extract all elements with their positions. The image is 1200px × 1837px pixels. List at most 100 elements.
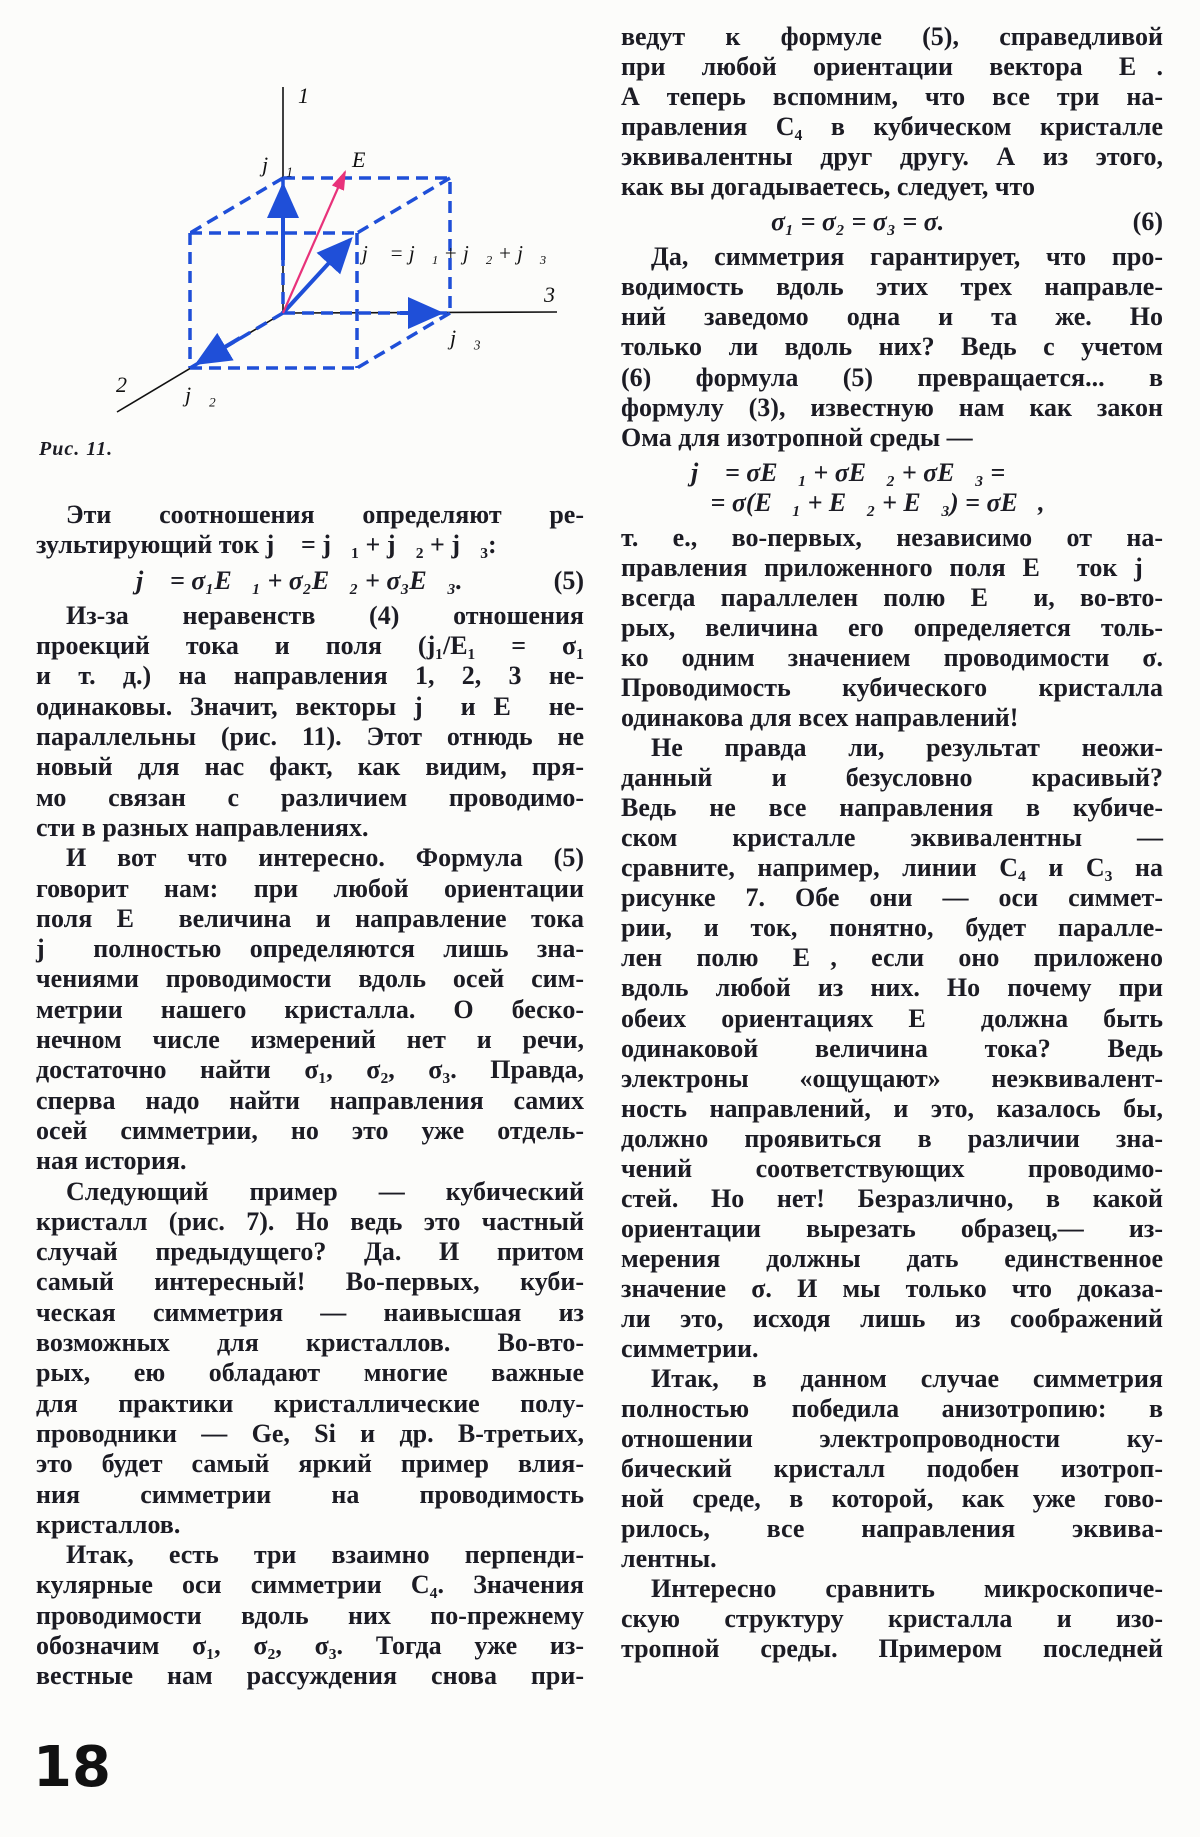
- formula-line: = σ(E⃗₁ + E⃗₂ + E⃗₃) = σE⃗,: [691, 487, 1045, 517]
- text-line: мерения должны дать единственное: [621, 1243, 1163, 1273]
- text-line: симметрии.: [621, 1334, 759, 1364]
- text-line: обозначим σ₁, σ₂, σ₃. Тогда уже из-: [36, 1630, 584, 1660]
- text-line: кристаллов.: [36, 1509, 181, 1539]
- left-column: Эти соотношения определяют ре-зультирующ…: [36, 500, 584, 1692]
- formula: σ₁ = σ₂ = σ₃ = σ. (6): [621, 207, 1163, 237]
- text-line: ведут к формуле (5), справедливой: [621, 22, 1163, 51]
- paragraph: т. е., во-первых, независимо от на-правл…: [621, 523, 1163, 733]
- text-line: чений соответствующих проводимо-: [621, 1153, 1163, 1183]
- text-line: рых, ею обладают многие важные: [36, 1358, 584, 1388]
- paragraph: Интересно сравнить микроскопиче-скую стр…: [621, 1574, 1163, 1664]
- text-line: электроны «ощущают» неэквивалент-: [621, 1063, 1163, 1093]
- text-line: j⃗ полностью определяются лишь зна-: [36, 934, 584, 964]
- text-line: ния симметрии на проводимость: [36, 1479, 584, 1509]
- text-line: правления приложенного поля E⃗ ток j⃗: [621, 552, 1163, 582]
- text-line: скую структуру кристалла и изо-: [621, 1604, 1163, 1634]
- text-line: Итак, в данном случае симметрия: [651, 1364, 1163, 1394]
- text-line: лентны.: [621, 1544, 717, 1574]
- text-line: говорит нам: при любой ориентации: [36, 873, 584, 903]
- paragraph: Да, симметрия гарантирует, что про-водим…: [621, 242, 1163, 452]
- paragraph: Эти соотношения определяют ре-зультирующ…: [36, 500, 584, 561]
- text-line: всегда параллелен полю E⃗ и, во-вто-: [621, 582, 1163, 612]
- text-line: и т. д.) на направления 1, 2, 3 не-: [36, 661, 584, 691]
- label-j2: j⃗₂: [182, 382, 216, 407]
- text-line: формулу (3), известную нам как закон: [621, 392, 1163, 422]
- text-line: данный и безусловно красивый?: [621, 763, 1163, 793]
- text-line: правления C₄ в кубическом кристалле: [621, 112, 1163, 142]
- paragraph: Из-за неравенств (4) отношения проекций т…: [36, 601, 584, 843]
- text-line: достаточно найти σ₁, σ₂, σ₃. Правда,: [36, 1055, 584, 1085]
- text-line: Ведь не все направления в кубиче-: [621, 793, 1163, 823]
- figure-caption: Рис. 11.: [39, 438, 114, 460]
- figure-11-cube-diagram: 1 3 2 E⃗ j⃗₁ j⃗₃ j⃗₂ j⃗ = j⃗₁ + j⃗₂ + j⃗…: [116, 83, 558, 413]
- vector-j: [281, 237, 353, 315]
- label-axis-2: 2: [116, 372, 127, 397]
- text-line: как вы догадываетесь, следует, что: [621, 172, 1035, 202]
- label-E: E⃗: [351, 147, 383, 172]
- text-line: кристалл (рис. 7). Но ведь это частный: [36, 1206, 584, 1236]
- text-line: одинаковы. Значит, векторы j⃗ и E⃗ не-: [36, 691, 584, 721]
- text-line: проводники — Ge, Si и др. В-третьих,: [36, 1418, 584, 1448]
- text-line: метрии нашего кристалла. О беско-: [36, 994, 584, 1024]
- paragraph: Следующий пример — кубический кристалл (р…: [36, 1177, 584, 1541]
- vector-j2: [194, 332, 242, 366]
- text-line: параллельны (рис. 11). Этот отнюдь не: [36, 722, 584, 752]
- text-line: Проводимость кубического кристалла: [621, 672, 1163, 702]
- text-line: случай предыдущего? Да. И притом: [36, 1237, 584, 1267]
- text-line: Да, симметрия гарантирует, что про-: [651, 242, 1163, 272]
- formula: j⃗ = σ₁E⃗₁ + σ₂E⃗₂ + σ₃E⃗₃. (5): [36, 566, 584, 596]
- text-line: ной среде, в которой, как уже гово-: [621, 1484, 1163, 1514]
- formula-line: σ₁ = σ₂ = σ₃ = σ.: [771, 207, 945, 237]
- text-line: А теперь вспомним, что все три на-: [621, 82, 1163, 112]
- text-line: нечном числе измерений нет и речи,: [36, 1025, 584, 1055]
- label-j-sum: j⃗ = j⃗₁ + j⃗₂ + j⃗₃: [359, 241, 547, 265]
- text-line: чениями проводимости вдоль осей сим-: [36, 964, 584, 994]
- label-axis-3: 3: [543, 282, 555, 307]
- text-line: значение σ. И мы только что доказа-: [621, 1273, 1163, 1303]
- text-line: ная история.: [36, 1146, 187, 1176]
- text-line: вдоль любой из них. Но почему при: [621, 973, 1163, 1003]
- formula-line: j⃗ = σ₁E⃗₁ + σ₂E⃗₂ + σ₃E⃗₃.: [136, 565, 463, 595]
- text-line: отношении электропроводности ку-: [621, 1424, 1163, 1454]
- right-column: ведут к формуле (5), справедливой при люб…: [621, 22, 1163, 1665]
- text-line: мо связан с различием проводимо-: [36, 782, 584, 812]
- label-axis-1: 1: [298, 83, 309, 108]
- text-line: эквивалентны друг другу. А из этого,: [621, 142, 1163, 172]
- text-line: рилось, все направления эквива-: [621, 1514, 1163, 1544]
- text-line: одинакова для всех направлений!: [621, 703, 1019, 733]
- text-line: водимость вдоль этих трех направле-: [621, 272, 1163, 302]
- text-line: новый для нас факт, как видим, пря-: [36, 752, 584, 782]
- text-line: поля E⃗ величина и направление тока: [36, 903, 584, 933]
- text-line: (6) формула (5) превращается... в: [621, 362, 1163, 392]
- paragraph: Итак, в данном случае симметрия полностью…: [621, 1364, 1163, 1574]
- text-line: самый интересный! Во-первых, куби-: [36, 1267, 584, 1297]
- text-line: Из-за неравенств (4) отношения: [66, 600, 584, 630]
- text-line: тропной среды. Примером последней: [621, 1634, 1163, 1664]
- text-line: зультирующий ток j⃗ = j⃗₁ + j⃗₂ + j⃗₃:: [36, 530, 497, 560]
- label-j3: j⃗₃: [447, 325, 481, 350]
- text-line: ли это, исходя лишь из соображений: [621, 1303, 1163, 1333]
- text-line: бический кристалл подобен изотроп-: [621, 1454, 1163, 1484]
- text-line: ность направлений, и это, казалось бы,: [621, 1093, 1163, 1123]
- text-line: лен полю E⃗, если оно приложено: [621, 943, 1163, 973]
- text-line: рии, и ток, понятно, будет паралле-: [621, 913, 1163, 943]
- text-line: сравните, например, линии C₄ и C₃ на: [621, 853, 1163, 883]
- text-line: возможных для кристаллов. Во-вто-: [36, 1328, 584, 1358]
- text-line: стей. Но нет! Безразлично, в какой: [621, 1183, 1163, 1213]
- paragraph: Не правда ли, результат неожи-данный и б…: [621, 733, 1163, 1364]
- paragraph: И вот что интересно. Формула (5) говорит …: [36, 843, 584, 1176]
- paragraph: ведут к формуле (5), справедливой при люб…: [621, 22, 1163, 202]
- text-line: И вот что интересно. Формула (5): [66, 843, 584, 873]
- text-line: проекций тока и поля (j₁/E₁ = σ₁: [36, 631, 584, 661]
- text-line: кулярные оси симметрии C₄. Значения: [36, 1570, 584, 1600]
- text-line: вестные нам рассуждения снова при-: [36, 1661, 584, 1691]
- text-line: Интересно сравнить микроскопиче-: [651, 1574, 1163, 1604]
- equation-number: (6): [1132, 207, 1163, 237]
- text-line: т. е., во-первых, независимо от на-: [621, 522, 1163, 552]
- text-line: одинаковой величина тока? Ведь: [621, 1033, 1163, 1063]
- text-line: ний заведомо одна и та же. Но: [621, 302, 1163, 332]
- text-line: для практики кристаллические полу-: [36, 1388, 584, 1418]
- text-line: обеих ориентациях E⃗ должна быть: [621, 1003, 1163, 1033]
- label-j1: j⃗₁: [259, 152, 293, 177]
- text-line: должно проявиться в различии зна-: [621, 1123, 1163, 1153]
